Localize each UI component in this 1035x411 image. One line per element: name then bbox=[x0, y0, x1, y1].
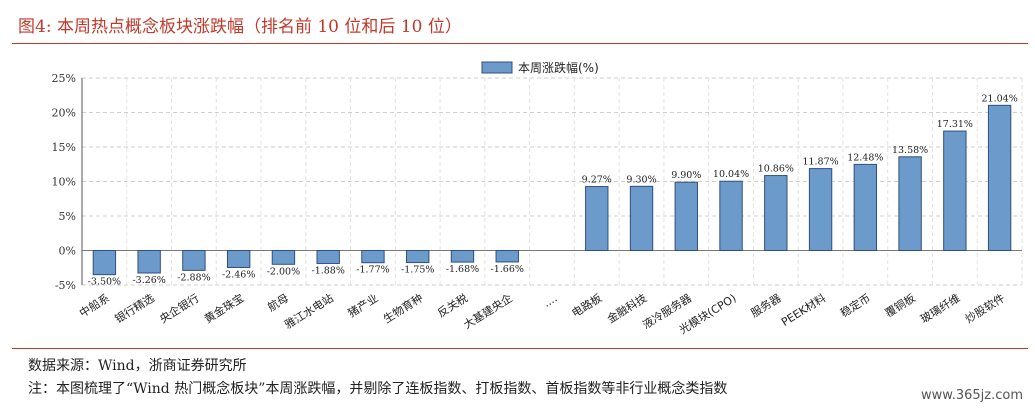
data-label: 11.87% bbox=[802, 157, 838, 168]
y-tick-label: 10% bbox=[52, 176, 76, 189]
bar bbox=[764, 175, 788, 251]
y-tick-label: 0% bbox=[59, 245, 76, 258]
bar bbox=[226, 250, 251, 268]
x-tick-label: 服务器 bbox=[749, 292, 784, 321]
x-tick-label: 电路板 bbox=[569, 291, 604, 320]
y-tick-labels: 25% 20% 15% 10% 5% 0% -5% bbox=[52, 72, 76, 292]
x-tick-label: 中船系 bbox=[77, 291, 112, 320]
data-label: 9.90% bbox=[671, 170, 701, 181]
data-label: 13.58% bbox=[892, 145, 928, 156]
data-label: -3.50% bbox=[88, 277, 121, 288]
bar bbox=[674, 181, 698, 251]
figure-title: 图4: 本周热点概念板块涨跌幅（排名前 10 位和后 10 位） bbox=[18, 17, 462, 37]
data-label: 9.27% bbox=[582, 175, 612, 186]
data-label: -1.77% bbox=[356, 265, 389, 276]
x-tick-label: 大基建央企 bbox=[461, 291, 515, 332]
footnote: 注：本图梳理了“Wind 热门概念板块”本周涨跌幅，并剔除了连板指数、打板指数、… bbox=[28, 381, 728, 397]
data-label: 10.86% bbox=[758, 164, 794, 175]
bar bbox=[808, 168, 833, 251]
x-tick-label: 银行精选 bbox=[112, 291, 157, 326]
x-tick-label: 央企银行 bbox=[157, 291, 202, 326]
x-tick-label: 覆铜板 bbox=[882, 291, 917, 320]
footer-divider bbox=[12, 348, 1028, 349]
bar bbox=[629, 185, 654, 251]
data-label: -2.46% bbox=[222, 269, 255, 280]
x-tick-label: 雅江水电站 bbox=[282, 291, 336, 332]
bar bbox=[495, 250, 519, 263]
watermark: www.365jz.com bbox=[921, 388, 1023, 403]
legend-label: 本周涨跌幅(%) bbox=[518, 60, 599, 75]
x-tick-label: .... bbox=[541, 292, 560, 310]
data-label: 12.48% bbox=[847, 152, 883, 163]
x-tick-label: 玻璃纤维 bbox=[918, 291, 963, 326]
y-tick-label: 25% bbox=[52, 72, 76, 85]
x-tick-label: 反关税 bbox=[435, 291, 470, 320]
bar bbox=[271, 250, 296, 265]
y-tick-label: 15% bbox=[52, 141, 76, 154]
x-tick-label: PEEK材料 bbox=[779, 291, 829, 329]
grid-lines bbox=[81, 77, 1023, 286]
data-label: -3.26% bbox=[132, 275, 165, 286]
legend-swatch bbox=[481, 61, 513, 74]
title-divider bbox=[12, 43, 1028, 44]
y-tick-label: 20% bbox=[52, 107, 76, 120]
bar bbox=[92, 250, 117, 276]
data-label: -1.88% bbox=[311, 265, 344, 276]
bar bbox=[853, 163, 878, 251]
x-tick-label: 航母 bbox=[265, 291, 291, 315]
bars bbox=[92, 104, 1012, 276]
bar bbox=[719, 180, 743, 251]
y-tick-label: -5% bbox=[55, 279, 76, 292]
bar bbox=[450, 250, 475, 263]
data-label: 10.04% bbox=[713, 169, 749, 180]
bar bbox=[182, 250, 206, 271]
bar bbox=[406, 250, 430, 264]
bar bbox=[316, 250, 340, 264]
x-tick-label: 猪产业 bbox=[345, 291, 380, 320]
legend: 本周涨跌幅(%) bbox=[481, 60, 599, 75]
x-tick-label: 黄金珠宝 bbox=[202, 291, 247, 326]
source-note: 数据来源：Wind，浙商证券研究所 bbox=[28, 358, 247, 374]
bar bbox=[943, 130, 967, 252]
bar bbox=[987, 104, 1012, 251]
bar bbox=[137, 250, 161, 274]
x-tick-label: 炒股软件 bbox=[962, 291, 1007, 326]
data-label: -1.66% bbox=[491, 264, 524, 275]
data-label: 17.31% bbox=[937, 119, 973, 130]
data-label: 9.30% bbox=[626, 174, 656, 185]
data-label: -1.68% bbox=[446, 264, 479, 275]
bar bbox=[361, 250, 385, 264]
y-tick-label: 5% bbox=[59, 210, 76, 223]
data-labels: -3.50% -3.26% -2.88% -2.46% -2.00% -1.88% -1.7… bbox=[88, 93, 1018, 287]
data-label: -2.88% bbox=[177, 272, 210, 283]
bar bbox=[898, 156, 922, 252]
data-label: 21.04% bbox=[982, 93, 1018, 104]
data-label: -2.00% bbox=[267, 266, 300, 277]
data-label: -1.75% bbox=[401, 265, 434, 276]
x-tick-label: 稳定币 bbox=[838, 291, 873, 320]
x-tick-label: 生物育种 bbox=[381, 291, 426, 326]
bar bbox=[585, 186, 609, 252]
bar-chart: 25% 20% 15% 10% 5% 0% -5% -3.50% -3.26% -2.88% -2… bbox=[52, 60, 1023, 337]
